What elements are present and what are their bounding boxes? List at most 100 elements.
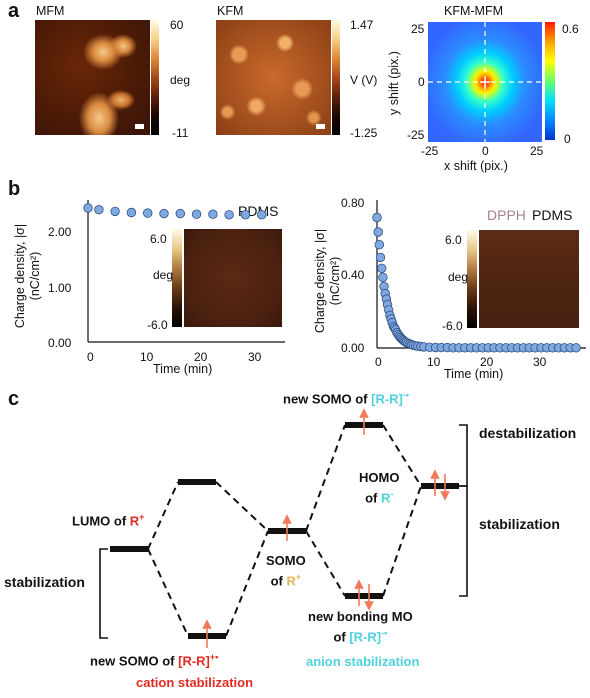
b-left-inset-unit: deg (153, 268, 174, 282)
homo-r-minus-level (421, 483, 459, 489)
xcorr-xtick-right: 25 (530, 144, 544, 158)
panel-b-label: b (8, 178, 21, 200)
b-left-inset-max: 6.0 (150, 232, 167, 246)
b-left-xtick-3: 30 (248, 350, 262, 364)
new-bonding-line2: of [R-R]-• (333, 628, 388, 645)
stabilization-right-label: stabilization (479, 516, 560, 532)
left-stabilization-bracket (99, 548, 108, 639)
kfm-title: KFM (217, 4, 244, 18)
b-right-xtick-1: 10 (427, 355, 441, 369)
b-right-ytick-1: 0.40 (341, 268, 365, 282)
b-left-data-point (224, 210, 234, 220)
b-left-inset-min: -6.0 (147, 318, 168, 332)
b-right-xtick-3: 30 (533, 355, 547, 369)
xcorr-colorbar (545, 22, 555, 140)
b-right-inset-min: -6.0 (442, 319, 463, 333)
b-right-inset-image (479, 230, 579, 328)
somo-line1: SOMO (266, 553, 306, 568)
homo-species: R (380, 490, 391, 506)
kfm-colorbar (332, 20, 340, 135)
b-left-ytick-0: 2.00 (48, 225, 72, 239)
b-right-xtick-0: 0 (375, 355, 382, 369)
electron-arrows (202, 408, 450, 648)
mfm-cb-max: 60 (170, 18, 184, 32)
xcorr-xlabel: x shift (pix.) (444, 159, 508, 173)
new-somo-anion-label: new SOMO of [R-R]-• (283, 390, 410, 407)
b-right-xtick-2: 20 (480, 355, 494, 369)
kfm-cb-max: 1.47 (350, 18, 374, 32)
b-right-data-point (378, 272, 388, 283)
b-left-data-point (208, 209, 218, 219)
b-left-data-point (191, 209, 202, 219)
connection-lines (147, 424, 422, 637)
xcorr-title: KFM-MFM (444, 4, 504, 18)
b-right-data-point (374, 239, 385, 250)
b-right-label-pdms: PDMS (532, 207, 573, 223)
new-bonding-mo-level (345, 593, 383, 599)
b-left-ytick-1: 1.00 (48, 281, 72, 295)
kfm-scale-bar (316, 124, 325, 129)
xcorr-xtick-left: -25 (421, 144, 439, 158)
panel-a-label: a (8, 0, 20, 22)
b-right-inset-max: 6.0 (445, 233, 462, 247)
b-left-data-point (240, 210, 251, 220)
b-left-ytick-2: 0.00 (48, 336, 72, 350)
lumo-label: LUMO of R+ (72, 512, 145, 529)
new-bonding-line1: new bonding MO (308, 609, 413, 624)
stabilization-left-label: stabilization (4, 574, 85, 590)
b-right-label-dpph: DPPH (487, 207, 526, 223)
b-right-xlabel: Time (min) (444, 367, 504, 381)
xcorr-image (428, 22, 542, 142)
somo-species: R (286, 573, 296, 589)
new-somo-anion-species: [R-R] (371, 391, 403, 407)
mfm-image (35, 20, 150, 135)
xcorr-xtick-mid: 0 (482, 144, 489, 158)
b-right-ytick-2: 0.00 (341, 341, 365, 355)
b-left-data-point (94, 204, 104, 215)
new-bonding-mo-label: new bonding MO of [R-R]-• (308, 608, 413, 645)
kfm-cb-unit: V (V) (350, 73, 378, 87)
homo-sup: - (390, 489, 394, 499)
b-left-xtick-2: 20 (194, 350, 208, 364)
new-somo-cation-label: new SOMO of [R-R]+• (90, 652, 219, 669)
new-bonding-species: [R-R] (349, 629, 382, 645)
mfm-colorbar (151, 20, 159, 135)
new-somo-cation-sup: +• (209, 652, 219, 662)
homo-line2: of R- (365, 489, 394, 506)
b-left-xtick-1: 10 (140, 350, 154, 364)
mfm-scale-bar (135, 124, 144, 129)
kfm-image (216, 20, 331, 135)
b-right-data-point (375, 252, 386, 263)
lumo-r-plus-level (110, 546, 148, 552)
b-left-xtick-0: 0 (87, 350, 94, 364)
panel-c-label: c (8, 388, 20, 410)
lumo-sup: + (139, 512, 145, 522)
homo-label: HOMO of R- (359, 469, 399, 506)
mfm-cb-unit: deg (170, 73, 191, 87)
antibonding-cation-level (178, 479, 216, 485)
b-left-data-point (142, 208, 153, 218)
xcorr-cb-min: 0 (564, 132, 571, 146)
b-left-xlabel: Time (min) (153, 362, 213, 376)
somo-label: SOMO of R+ (266, 552, 306, 589)
xcorr-ytick-mid: 0 (418, 75, 425, 89)
right-stabilization-bracket (459, 485, 468, 597)
b-right-inset-unit: deg (448, 270, 469, 284)
mfm-title: MFM (36, 4, 65, 18)
somo-sup: + (295, 572, 302, 582)
kfm-cb-min: -1.25 (350, 126, 378, 140)
somo-line2: of R+ (270, 572, 302, 589)
new-somo-anion-sup: -• (402, 390, 410, 400)
b-right-data-point (372, 212, 382, 223)
b-left-inset-colorbar (172, 229, 182, 327)
anion-stabilization-label: anion stabilization (306, 654, 420, 669)
b-left-data-point (159, 208, 169, 219)
homo-line1: HOMO (359, 470, 400, 485)
xcorr-ytick-bottom: -25 (407, 128, 425, 142)
mfm-cb-min: -11 (172, 126, 189, 140)
new-bonding-sup: -• (381, 628, 388, 638)
xcorr-cb-max: 0.6 (562, 22, 579, 36)
b-right-data-point (377, 263, 387, 274)
b-left-data-point (257, 210, 267, 220)
